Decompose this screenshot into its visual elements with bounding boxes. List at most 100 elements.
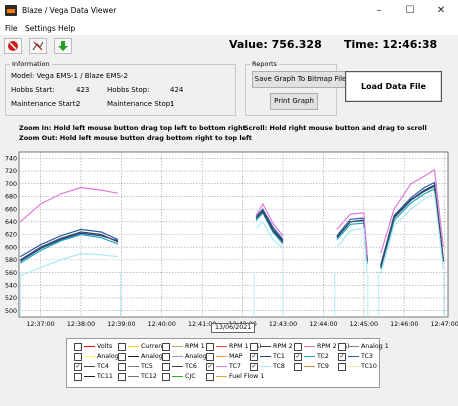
menu-bar: File Settings Help: [0, 22, 458, 35]
stop-button[interactable]: [4, 38, 22, 54]
chart-cursor-button[interactable]: [29, 38, 47, 54]
zoom-in-hint: Zoom In: Hold left mouse button drag top…: [19, 124, 246, 132]
x-tick-label: 12:47:00: [430, 321, 458, 328]
legend-item-analog-3[interactable]: Analog 3: [118, 352, 169, 361]
time-readout: Time: 12:46:38: [344, 38, 438, 51]
legend-label: RPM 1 (%): [229, 343, 262, 350]
menu-help[interactable]: Help: [58, 24, 76, 33]
legend-item-tc2[interactable]: ✓ TC2: [294, 352, 329, 361]
legend-swatch: [172, 346, 183, 347]
menu-settings[interactable]: Settings: [25, 24, 56, 33]
maximize-button[interactable]: ☐: [405, 5, 415, 16]
legend-item-tc11[interactable]: TC11: [74, 372, 113, 381]
zoom-out-hint: Zoom Out: Hold left mouse button drag bo…: [19, 134, 252, 142]
legend-checkbox[interactable]: [206, 352, 214, 361]
legend-checkbox[interactable]: [250, 342, 258, 351]
legend-checkbox[interactable]: ✓: [294, 352, 302, 361]
legend-item-volts[interactable]: Volts: [74, 342, 112, 351]
legend-label: TC7: [229, 363, 241, 370]
legend-item-analog-1[interactable]: Analog 1: [338, 342, 389, 351]
x-tick-label: 12:38:00: [67, 321, 95, 328]
download-button[interactable]: [54, 38, 72, 54]
legend-item-map[interactable]: MAP: [206, 352, 243, 361]
legend-checkbox[interactable]: ✓: [206, 362, 214, 371]
y-tick-label: 720: [5, 168, 17, 175]
legend-checkbox[interactable]: [74, 352, 82, 361]
legend-checkbox[interactable]: [294, 362, 302, 371]
legend-item-rpm-2-[interactable]: RPM 2 (%): [294, 342, 350, 351]
legend-label: Fuel Flow 1: [229, 373, 265, 380]
legend-item-rpm-2[interactable]: RPM 2: [250, 342, 293, 351]
print-graph-button[interactable]: Print Graph: [270, 93, 318, 110]
legend-label: Current: [141, 343, 165, 350]
temperature-chart[interactable]: 500520540560580600620640660680700720740 …: [0, 148, 458, 338]
legend-item-tc6[interactable]: TC6: [162, 362, 197, 371]
scroll-hint: Scroll: Hold right mouse button and drag…: [244, 124, 427, 132]
reports-legend: Reports: [252, 60, 277, 68]
hobbs-start-label: Hobbs Start:: [11, 86, 55, 94]
legend-label: TC3: [361, 353, 373, 360]
grid-lines: [19, 152, 448, 317]
legend-checkbox[interactable]: [74, 342, 82, 351]
legend-item-tc3[interactable]: ✓ TC3: [338, 352, 373, 361]
legend-swatch: [216, 366, 227, 367]
legend-item-tc4[interactable]: ✓ TC4: [74, 362, 109, 371]
y-tick-label: 540: [5, 282, 17, 289]
legend-checkbox[interactable]: [338, 342, 346, 351]
legend-item-tc9[interactable]: TC9: [294, 362, 329, 371]
legend-item-tc12[interactable]: TC12: [118, 372, 157, 381]
legend-checkbox[interactable]: [206, 342, 214, 351]
legend-item-current[interactable]: Current: [118, 342, 165, 351]
series-line-tc4: [380, 185, 444, 268]
legend-label: Analog 3: [141, 353, 169, 360]
legend-checkbox[interactable]: [206, 372, 214, 381]
legend-checkbox[interactable]: [162, 342, 170, 351]
legend-label: TC9: [317, 363, 329, 370]
legend-checkbox[interactable]: ✓: [250, 352, 258, 361]
legend-swatch: [216, 346, 227, 347]
series-lines: [19, 168, 445, 317]
legend-checkbox[interactable]: [162, 372, 170, 381]
toolbar: [0, 35, 458, 55]
legend-item-cjc[interactable]: CJC: [162, 372, 196, 381]
y-tick-label: 680: [5, 194, 17, 201]
legend-swatch: [304, 346, 315, 347]
series-line-tc8: [20, 252, 119, 277]
legend-checkbox[interactable]: [294, 342, 302, 351]
legend-checkbox[interactable]: [74, 372, 82, 381]
legend-item-tc7[interactable]: ✓ TC7: [206, 362, 241, 371]
legend-checkbox[interactable]: [338, 362, 346, 371]
legend-checkbox[interactable]: [162, 362, 170, 371]
legend-item-tc1[interactable]: ✓ TC1: [250, 352, 285, 361]
series-line-tc7: [380, 168, 444, 254]
series-line-tc8: [255, 220, 284, 249]
legend-item-rpm-1[interactable]: RPM 1: [162, 342, 205, 351]
legend-swatch: [216, 376, 227, 377]
legend-checkbox[interactable]: [118, 352, 126, 361]
close-button[interactable]: ✕: [436, 5, 446, 16]
legend-checkbox[interactable]: [118, 362, 126, 371]
legend-item-analog-4[interactable]: Analog 4: [162, 352, 213, 361]
legend-item-tc8[interactable]: ✓ TC8: [250, 362, 285, 371]
legend-checkbox[interactable]: ✓: [338, 352, 346, 361]
load-data-file-button[interactable]: Load Data File: [345, 71, 442, 102]
minimize-button[interactable]: –: [376, 5, 382, 16]
legend-checkbox[interactable]: ✓: [250, 362, 258, 371]
legend-label: RPM 1: [185, 343, 205, 350]
legend-swatch: [128, 376, 139, 377]
legend-checkbox[interactable]: [118, 372, 126, 381]
x-tick-label: 12:45:00: [350, 321, 378, 328]
legend-item-tc10[interactable]: TC10: [338, 362, 377, 371]
legend-item-analog-2[interactable]: Analog 2: [74, 352, 125, 361]
legend-label: TC11: [97, 373, 113, 380]
legend-item-tc5[interactable]: TC5: [118, 362, 153, 371]
legend-label: Analog 4: [185, 353, 213, 360]
menu-file[interactable]: File: [5, 24, 18, 33]
legend-checkbox[interactable]: [162, 352, 170, 361]
legend-checkbox[interactable]: ✓: [74, 362, 82, 371]
save-graph-button[interactable]: Save Graph To Bitmap File: [252, 71, 349, 88]
legend-item-fuel-flow-1[interactable]: Fuel Flow 1: [206, 372, 264, 381]
legend-checkbox[interactable]: [118, 342, 126, 351]
legend-item-rpm-1-[interactable]: RPM 1 (%): [206, 342, 262, 351]
legend-label: TC8: [273, 363, 285, 370]
